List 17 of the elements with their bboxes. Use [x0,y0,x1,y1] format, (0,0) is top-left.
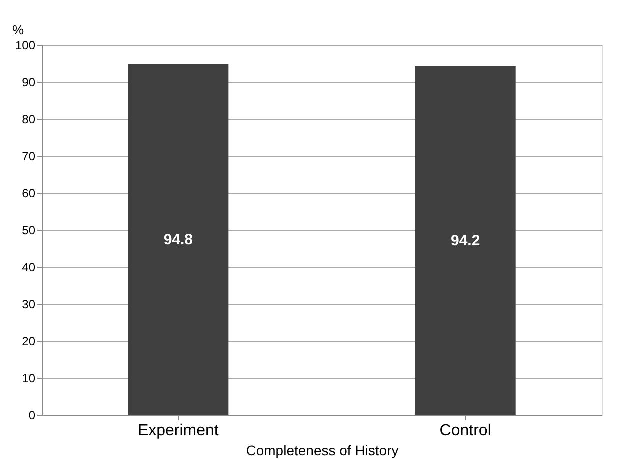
x-tick-label: Control [440,422,492,440]
y-axis-title: % [12,22,24,38]
y-tick-label: 10 [22,372,36,386]
x-axis-title: Completeness of History [246,442,399,458]
y-tick-label: 80 [22,112,36,126]
data-label: 94.2 [450,232,480,250]
y-tick-label: 20 [22,334,36,348]
y-tick-label: 40 [22,260,36,274]
y-tick-label: 100 [15,38,36,52]
y-tick-label: 0 [28,408,36,422]
data-label: 94.8 [164,232,194,249]
y-tick-label: 30 [22,298,36,312]
y-tick-label: 90 [22,76,36,90]
y-tick-label: 60 [22,186,36,200]
y-tick-label: 70 [22,150,36,164]
y-tick-label: 50 [22,224,36,238]
x-tick-label: Experiment [138,422,220,440]
